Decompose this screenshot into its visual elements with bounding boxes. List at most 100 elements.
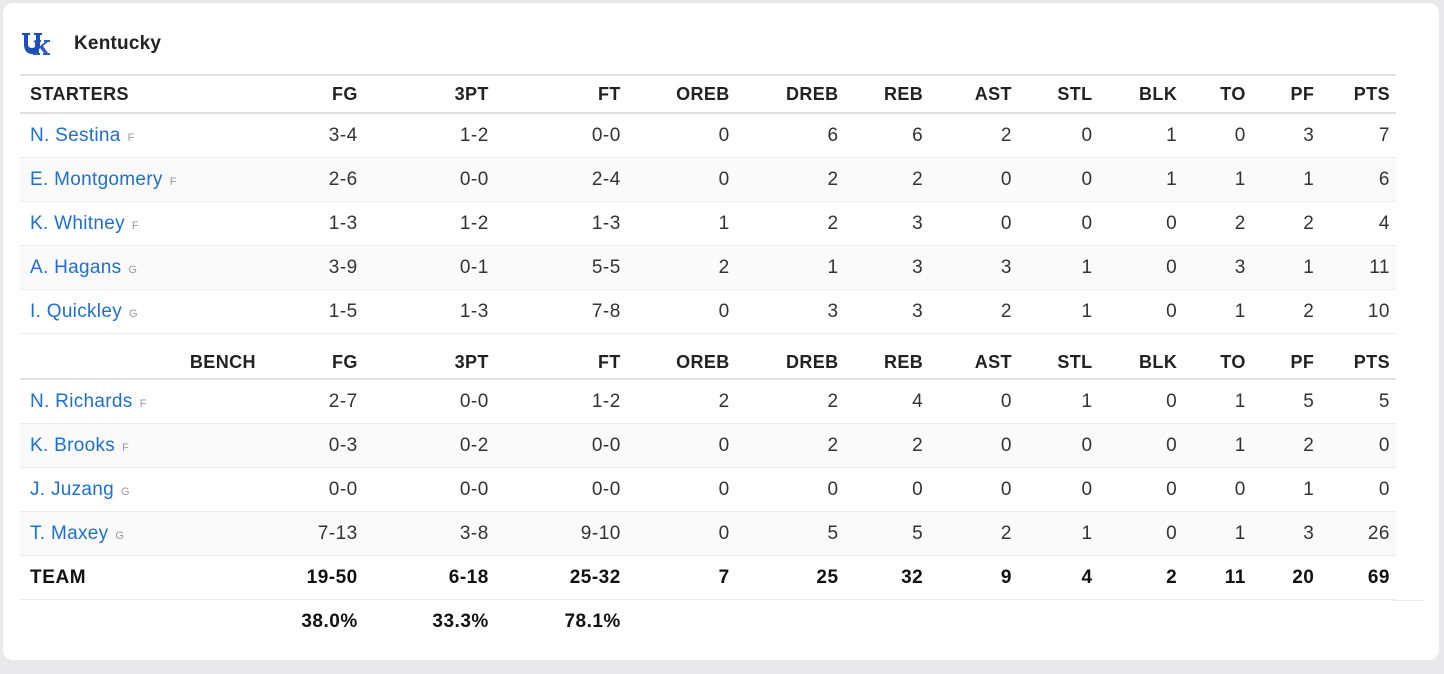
player-name-link[interactable]: A. Hagans <box>30 256 122 278</box>
col-header-fg[interactable]: FG <box>261 74 364 114</box>
stat-cell-to: 1 <box>1183 157 1252 202</box>
total-cell-pts: 69 <box>1320 555 1396 600</box>
stat-cell-fg: 1-5 <box>261 289 364 334</box>
player-position: G <box>115 529 125 542</box>
stat-cell-stl: 0 <box>1017 157 1099 202</box>
total-cell-ast: 9 <box>929 555 1018 600</box>
stat-cell-ast: 0 <box>929 423 1018 468</box>
stat-cell-blk: 0 <box>1098 201 1184 246</box>
stat-cell-ft: 5-5 <box>494 245 627 290</box>
col-header-reb[interactable]: REB <box>844 333 930 380</box>
col-header-ft[interactable]: FT <box>494 74 627 114</box>
col-header-stl[interactable]: STL <box>1017 74 1099 114</box>
team-percentages-row: 38.0% 33.3% 78.1% <box>20 600 1396 644</box>
uk-wildcats-logo-icon[interactable] <box>21 31 51 57</box>
empty-cell <box>929 600 1018 644</box>
stat-cell-ast: 2 <box>929 113 1018 158</box>
stat-cell-blk: 0 <box>1098 289 1184 334</box>
col-header-ast[interactable]: AST <box>929 74 1018 114</box>
stat-cell-blk: 0 <box>1098 245 1184 290</box>
col-header-pf[interactable]: PF <box>1251 74 1321 114</box>
player-name-link[interactable]: T. Maxey <box>30 522 109 544</box>
stat-cell-pts: 6 <box>1320 157 1396 202</box>
stat-cell-dreb: 5 <box>735 511 845 556</box>
col-header-oreb[interactable]: OREB <box>626 74 736 114</box>
col-header-ast[interactable]: AST <box>929 333 1018 380</box>
col-header-pts[interactable]: PTS <box>1320 74 1396 114</box>
stat-cell-reb: 6 <box>844 113 930 158</box>
col-header-reb[interactable]: REB <box>844 74 930 114</box>
divider <box>1393 600 1423 601</box>
boxscore-card: Kentucky STARTERS FG 3PT FT OREB DREB RE… <box>3 3 1439 660</box>
player-name-cell: E. Montgomery F <box>20 157 262 202</box>
stat-cell-blk: 1 <box>1098 157 1184 202</box>
stat-cell-ft: 0-0 <box>494 467 627 512</box>
stat-cell-3pt: 0-1 <box>363 245 495 290</box>
stat-cell-oreb: 1 <box>626 201 736 246</box>
empty-cell <box>1099 600 1184 644</box>
player-name-link[interactable]: E. Montgomery <box>30 168 163 190</box>
col-header-blk[interactable]: BLK <box>1098 74 1184 114</box>
stat-cell-dreb: 3 <box>735 289 845 334</box>
stat-cell-oreb: 0 <box>626 289 736 334</box>
stat-cell-ft: 1-3 <box>494 201 627 246</box>
stat-cell-3pt: 1-3 <box>363 289 495 334</box>
stat-cell-pts: 0 <box>1320 467 1396 512</box>
empty-cell <box>627 600 736 644</box>
col-header-to[interactable]: TO <box>1183 74 1252 114</box>
stat-cell-reb: 3 <box>844 289 930 334</box>
col-header-pf[interactable]: PF <box>1251 333 1321 380</box>
player-name-link[interactable]: J. Juzang <box>30 478 115 500</box>
col-header-3pt[interactable]: 3PT <box>363 333 495 380</box>
col-header-oreb[interactable]: OREB <box>626 333 736 380</box>
starters-body: N. Sestina F 3-4 1-2 0-0 0 6 6 2 0 1 0 3 7 E. Montgome… <box>20 113 1396 334</box>
boxscore-table: STARTERS FG 3PT FT OREB DREB REB AST STL… <box>20 74 1396 643</box>
player-name-cell: N. Sestina F <box>20 113 262 158</box>
stat-cell-fg: 7-13 <box>261 511 364 556</box>
col-header-blk[interactable]: BLK <box>1098 333 1184 380</box>
player-row: E. Montgomery F 2-6 0-0 2-4 0 2 2 0 0 1 1 1 6 <box>20 157 1396 202</box>
stat-cell-blk: 0 <box>1098 423 1184 468</box>
starters-label: STARTERS <box>20 74 262 114</box>
team-totals-label: TEAM <box>20 555 262 600</box>
player-name-link[interactable]: K. Whitney <box>30 212 125 234</box>
stat-cell-to: 0 <box>1183 113 1252 158</box>
player-name-link[interactable]: I. Quickley <box>30 300 122 322</box>
empty-cell <box>1320 600 1396 644</box>
stat-cell-reb: 0 <box>844 467 930 512</box>
stat-cell-fg: 1-3 <box>261 201 364 246</box>
col-header-dreb[interactable]: DREB <box>735 74 845 114</box>
stat-cell-oreb: 2 <box>626 379 736 424</box>
empty-cell <box>845 600 930 644</box>
player-name-link[interactable]: N. Richards <box>30 390 133 412</box>
player-row: A. Hagans G 3-9 0-1 5-5 2 1 3 3 1 0 3 1 11 <box>20 245 1396 290</box>
stat-cell-to: 1 <box>1183 423 1252 468</box>
player-position: F <box>169 175 177 188</box>
stat-cell-ft: 0-0 <box>494 423 627 468</box>
stat-cell-ast: 2 <box>929 289 1018 334</box>
player-name-link[interactable]: N. Sestina <box>30 124 121 146</box>
col-header-to[interactable]: TO <box>1183 333 1252 380</box>
player-name-link[interactable]: K. Brooks <box>30 434 116 456</box>
stat-cell-3pt: 0-0 <box>363 379 495 424</box>
totals-body: TEAM 19-50 6-18 25-32 7 25 32 9 4 2 11 20 69 38.0% 33.… <box>20 555 1396 644</box>
stat-cell-stl: 1 <box>1017 379 1099 424</box>
stat-cell-reb: 2 <box>844 423 930 468</box>
stat-cell-ast: 0 <box>929 379 1018 424</box>
stat-cell-pf: 1 <box>1251 467 1321 512</box>
col-header-3pt[interactable]: 3PT <box>363 74 495 114</box>
stat-cell-pf: 1 <box>1251 245 1321 290</box>
player-name-cell: K. Brooks F <box>20 423 262 468</box>
player-position: F <box>127 131 135 144</box>
col-header-ft[interactable]: FT <box>494 333 627 380</box>
stat-cell-3pt: 0-0 <box>363 467 495 512</box>
col-header-fg[interactable]: FG <box>261 333 364 380</box>
bench-header-row: BENCH FG 3PT FT OREB DREB REB AST STL BL… <box>20 333 1396 380</box>
stat-cell-stl: 1 <box>1017 289 1099 334</box>
col-header-stl[interactable]: STL <box>1017 333 1099 380</box>
player-name-cell: I. Quickley G <box>20 289 262 334</box>
stat-cell-dreb: 6 <box>735 113 845 158</box>
col-header-pts[interactable]: PTS <box>1320 333 1396 380</box>
col-header-dreb[interactable]: DREB <box>735 333 845 380</box>
team-header: Kentucky <box>21 29 161 59</box>
